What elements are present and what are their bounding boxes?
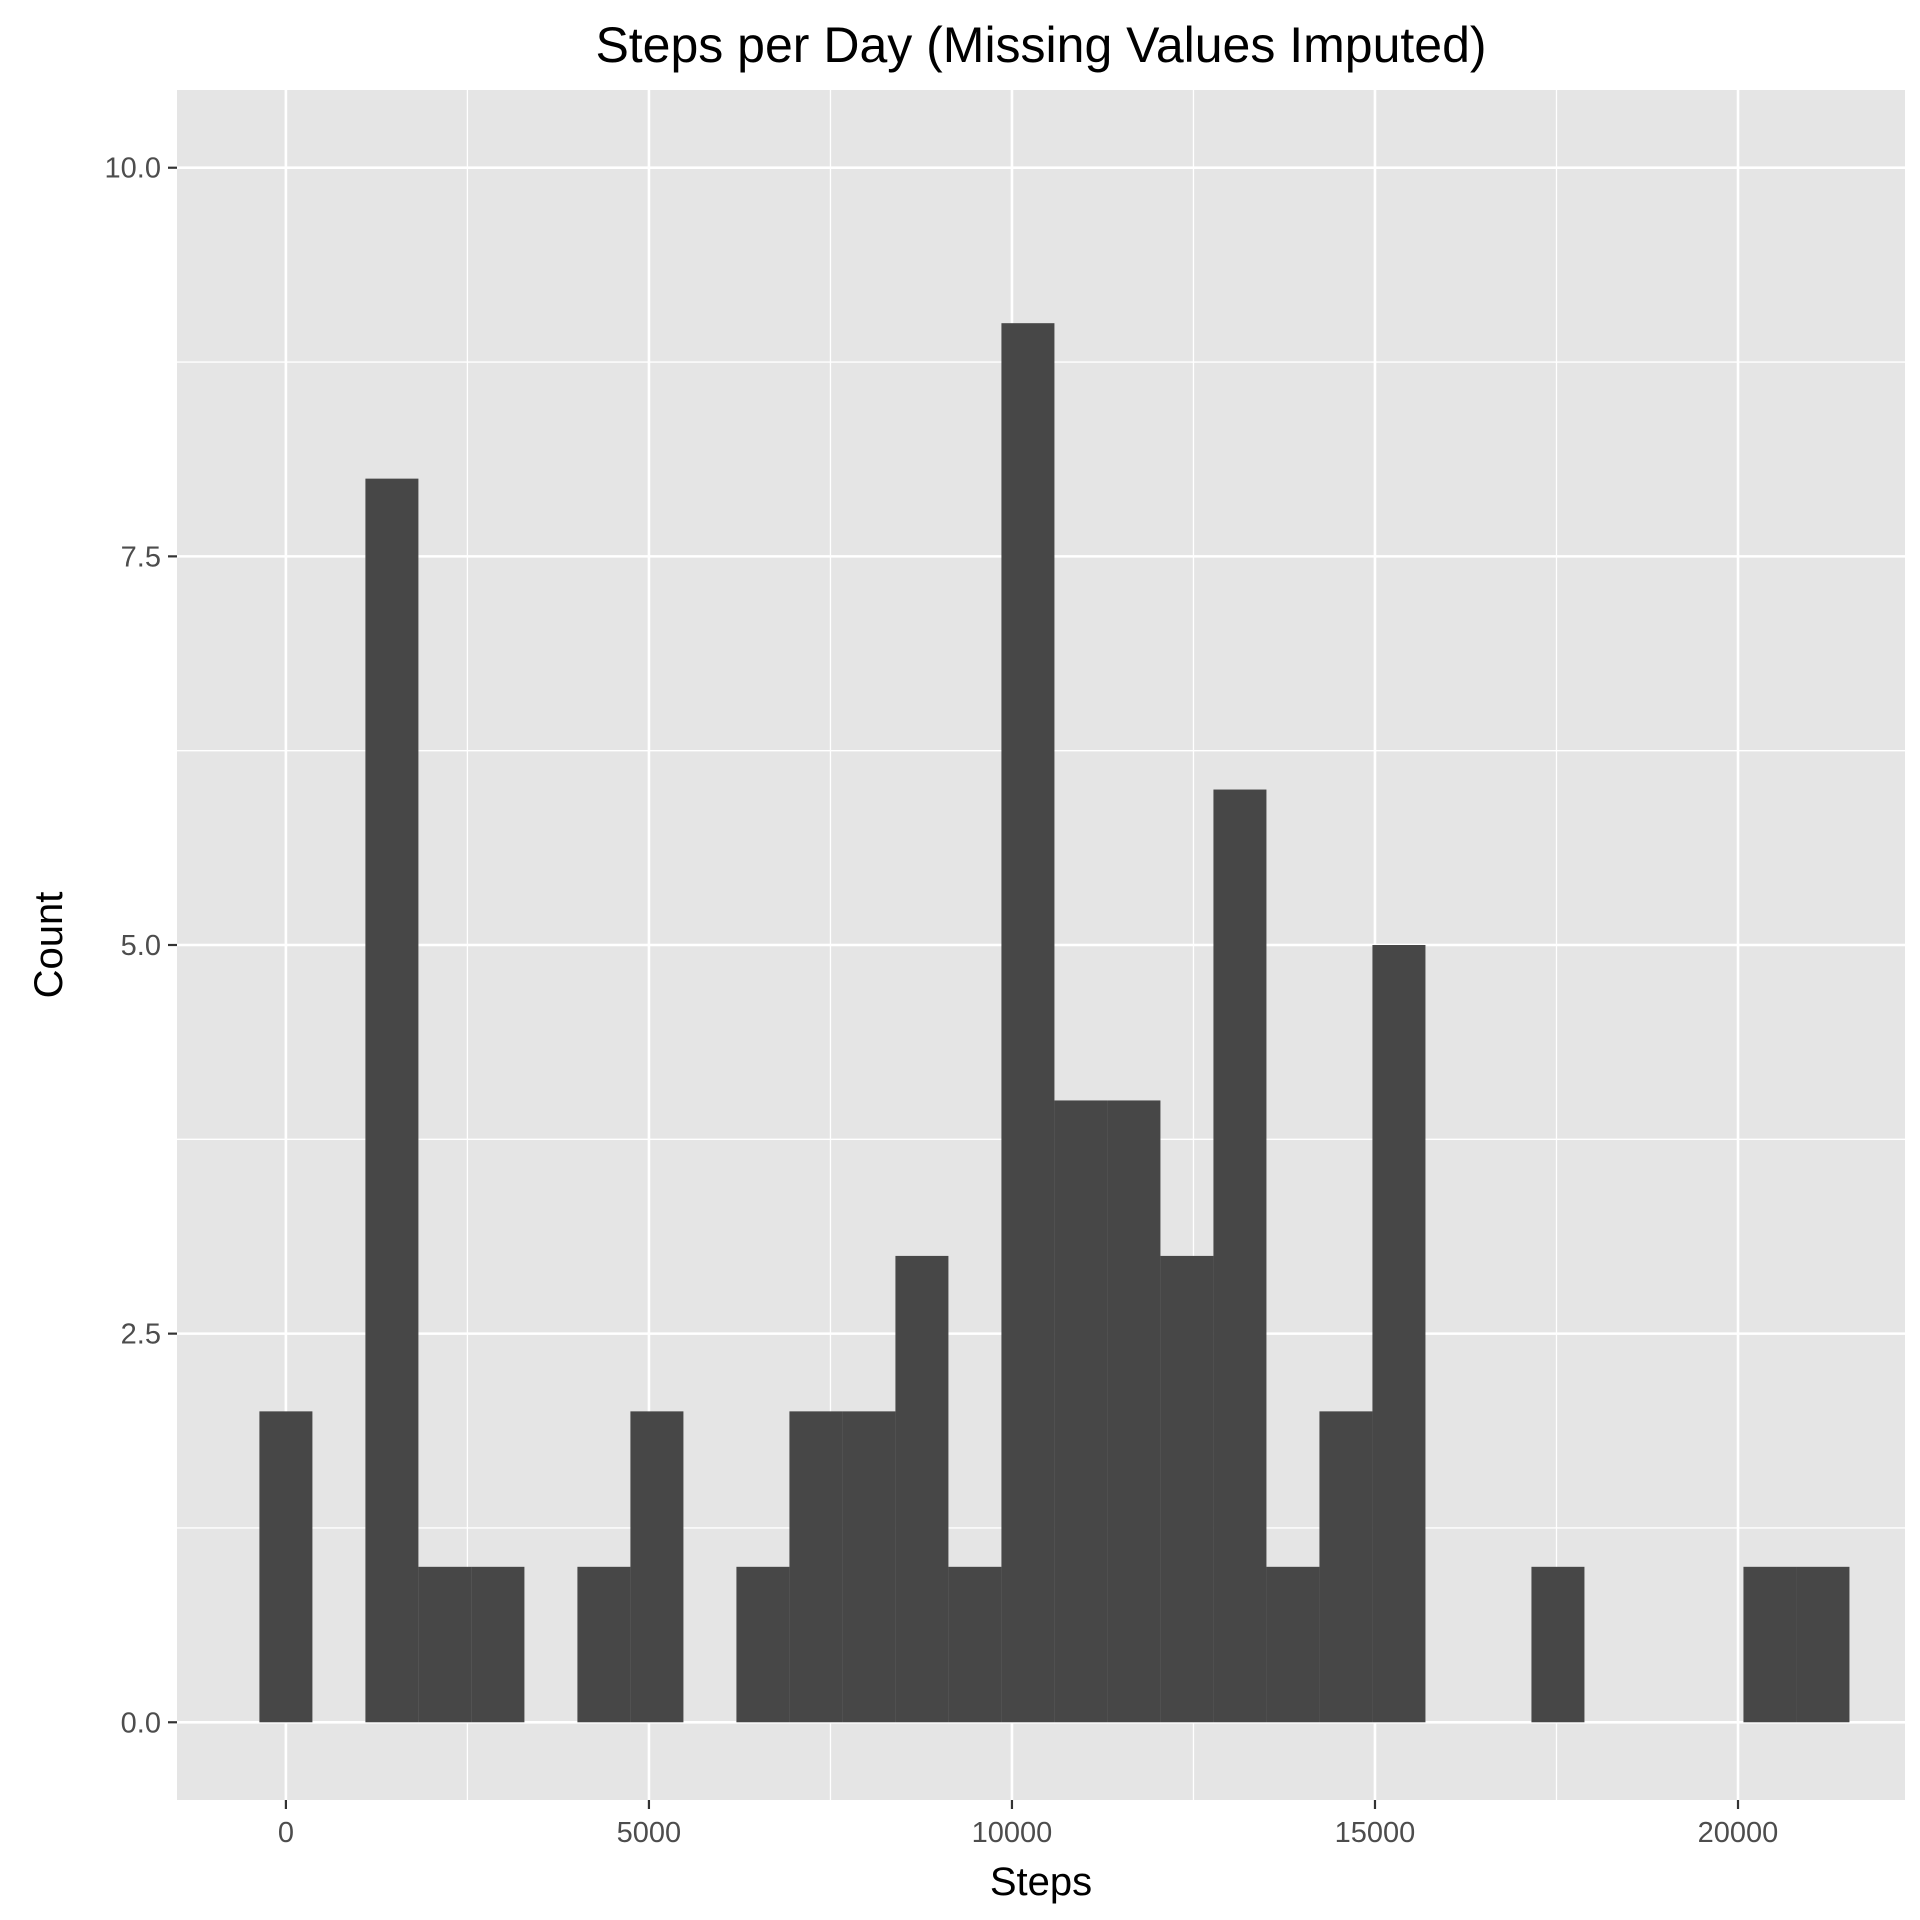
y-tick-label: 0.0 bbox=[121, 1707, 161, 1739]
histogram-bar bbox=[1160, 1255, 1214, 1723]
x-tick-label: 20000 bbox=[1698, 1817, 1779, 1849]
y-tick-label: 2.5 bbox=[121, 1319, 161, 1351]
histogram-bar bbox=[418, 1566, 472, 1723]
x-tick-label: 5000 bbox=[617, 1817, 682, 1849]
y-axis-title: Count bbox=[27, 892, 71, 999]
histogram-bar bbox=[1001, 323, 1055, 1723]
histogram-bar bbox=[736, 1566, 790, 1723]
y-tick-label: 7.5 bbox=[121, 541, 161, 573]
x-tick-label: 0 bbox=[278, 1817, 294, 1849]
histogram-bar bbox=[471, 1566, 525, 1723]
histogram-bar bbox=[948, 1566, 1002, 1723]
y-tick-label: 5.0 bbox=[121, 930, 161, 962]
histogram-bars bbox=[259, 323, 1850, 1723]
histogram-bar bbox=[789, 1411, 843, 1723]
histogram-bar bbox=[1107, 1100, 1161, 1723]
histogram-bar bbox=[259, 1411, 313, 1723]
x-axis-title: Steps bbox=[990, 1860, 1092, 1904]
x-axis: 0 5000 10000 15000 20000 bbox=[278, 1800, 1778, 1849]
histogram-bar bbox=[1319, 1411, 1373, 1723]
y-tick-label: 10.0 bbox=[105, 153, 161, 185]
x-tick-label: 10000 bbox=[972, 1817, 1053, 1849]
y-axis: 0.0 2.5 5.0 7.5 10.0 bbox=[105, 153, 177, 1739]
chart-title: Steps per Day (Missing Values Imputed) bbox=[595, 17, 1486, 73]
histogram-bar bbox=[1266, 1566, 1320, 1723]
histogram-bar bbox=[1372, 945, 1426, 1723]
histogram-bar bbox=[1213, 789, 1267, 1723]
histogram-bar bbox=[1531, 1566, 1585, 1723]
histogram-bar bbox=[630, 1411, 684, 1723]
x-tick-label: 15000 bbox=[1335, 1817, 1416, 1849]
histogram-bar bbox=[842, 1411, 896, 1723]
histogram-bar bbox=[895, 1255, 949, 1723]
histogram-bar bbox=[1054, 1100, 1108, 1723]
histogram-bar bbox=[577, 1566, 631, 1723]
histogram-bar bbox=[365, 478, 419, 1723]
histogram-bar bbox=[1743, 1566, 1797, 1723]
histogram-bar bbox=[1796, 1566, 1850, 1723]
